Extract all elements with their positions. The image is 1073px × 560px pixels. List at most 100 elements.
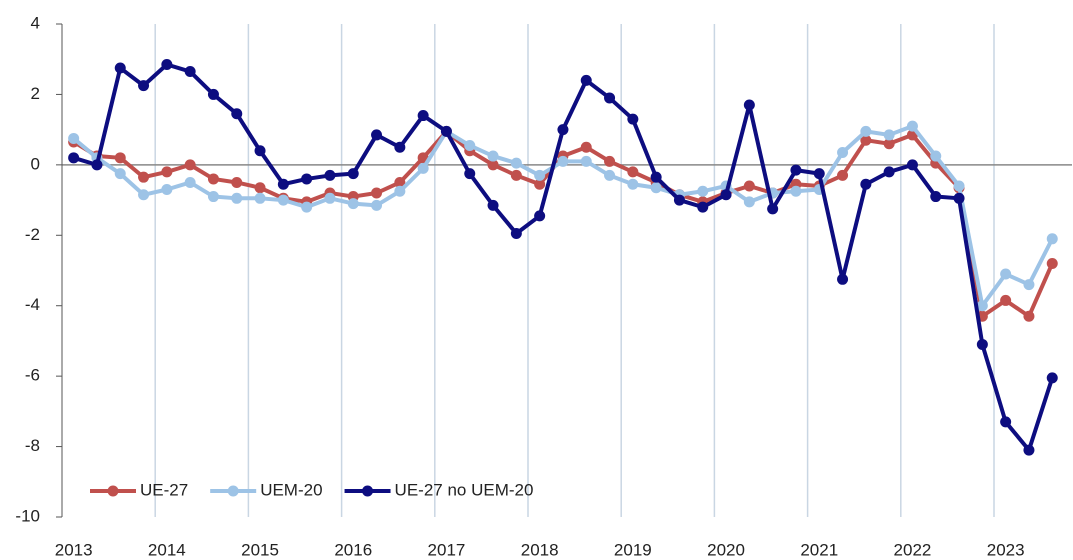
point [837,273,849,285]
point [534,178,546,190]
point [464,168,476,180]
point [371,187,383,199]
point [114,62,126,74]
point [231,192,243,204]
point [1000,268,1012,280]
legend-marker [107,485,119,497]
point [510,228,522,240]
point [487,159,499,171]
point [906,120,918,132]
point [231,108,243,120]
point [534,169,546,181]
x-tick-label: 2020 [707,540,745,559]
point [743,180,755,192]
point [953,180,965,192]
point [254,145,266,157]
point [207,191,219,203]
point [68,152,80,164]
point [1023,444,1035,456]
point [207,88,219,100]
point [743,196,755,208]
point [813,168,825,180]
y-tick-label: -8 [25,436,40,455]
point [440,125,452,137]
point [1046,233,1058,245]
point [1046,372,1058,384]
point [1023,279,1035,291]
point [371,199,383,211]
point [394,185,406,197]
point [184,176,196,188]
point [837,147,849,159]
point [976,300,988,312]
x-tick-label: 2023 [987,540,1025,559]
point [627,178,639,190]
legend-marker [227,485,239,497]
point [860,178,872,190]
legend-marker [362,485,374,497]
point [650,171,662,183]
legend-label: UE-27 [140,480,188,499]
point [604,169,616,181]
point [114,168,126,180]
point [184,159,196,171]
point [371,129,383,141]
legend-label: UE-27 no UEM-20 [395,480,534,499]
point [697,185,709,197]
point [347,198,359,210]
x-tick-label: 2019 [614,540,652,559]
point [580,141,592,153]
point [324,192,336,204]
x-tick-label: 2014 [148,540,186,559]
point [394,176,406,188]
x-tick-label: 2013 [55,540,93,559]
x-tick-label: 2015 [241,540,279,559]
y-tick-label: -4 [25,295,40,314]
point [976,338,988,350]
point [790,185,802,197]
point [394,141,406,153]
point [1023,310,1035,322]
point [1000,416,1012,428]
point [627,166,639,178]
x-tick-label: 2016 [334,540,372,559]
legend-label: UEM-20 [260,480,322,499]
point [161,184,173,196]
point [161,166,173,178]
point [930,191,942,203]
point [860,125,872,137]
point [161,58,173,70]
point [534,210,546,222]
y-tick-label: 2 [31,84,40,103]
point [138,80,150,92]
point [68,132,80,144]
point [604,155,616,167]
point [91,159,103,171]
point [510,169,522,181]
point [347,168,359,180]
y-tick-label: 4 [31,13,40,32]
point [184,66,196,78]
point [207,173,219,185]
point [417,162,429,174]
series-line [73,62,1055,453]
x-tick-label: 2017 [428,540,466,559]
point [953,192,965,204]
point [510,157,522,169]
point [673,194,685,206]
point [906,159,918,171]
point [720,189,732,201]
x-tick-label: 2022 [894,540,932,559]
point [231,176,243,188]
point [1046,257,1058,269]
point [277,194,289,206]
point [790,164,802,176]
y-tick-label: -10 [15,506,40,525]
point [301,201,313,213]
point [580,155,592,167]
point [417,110,429,122]
point [580,74,592,86]
point [138,189,150,201]
point [743,99,755,111]
